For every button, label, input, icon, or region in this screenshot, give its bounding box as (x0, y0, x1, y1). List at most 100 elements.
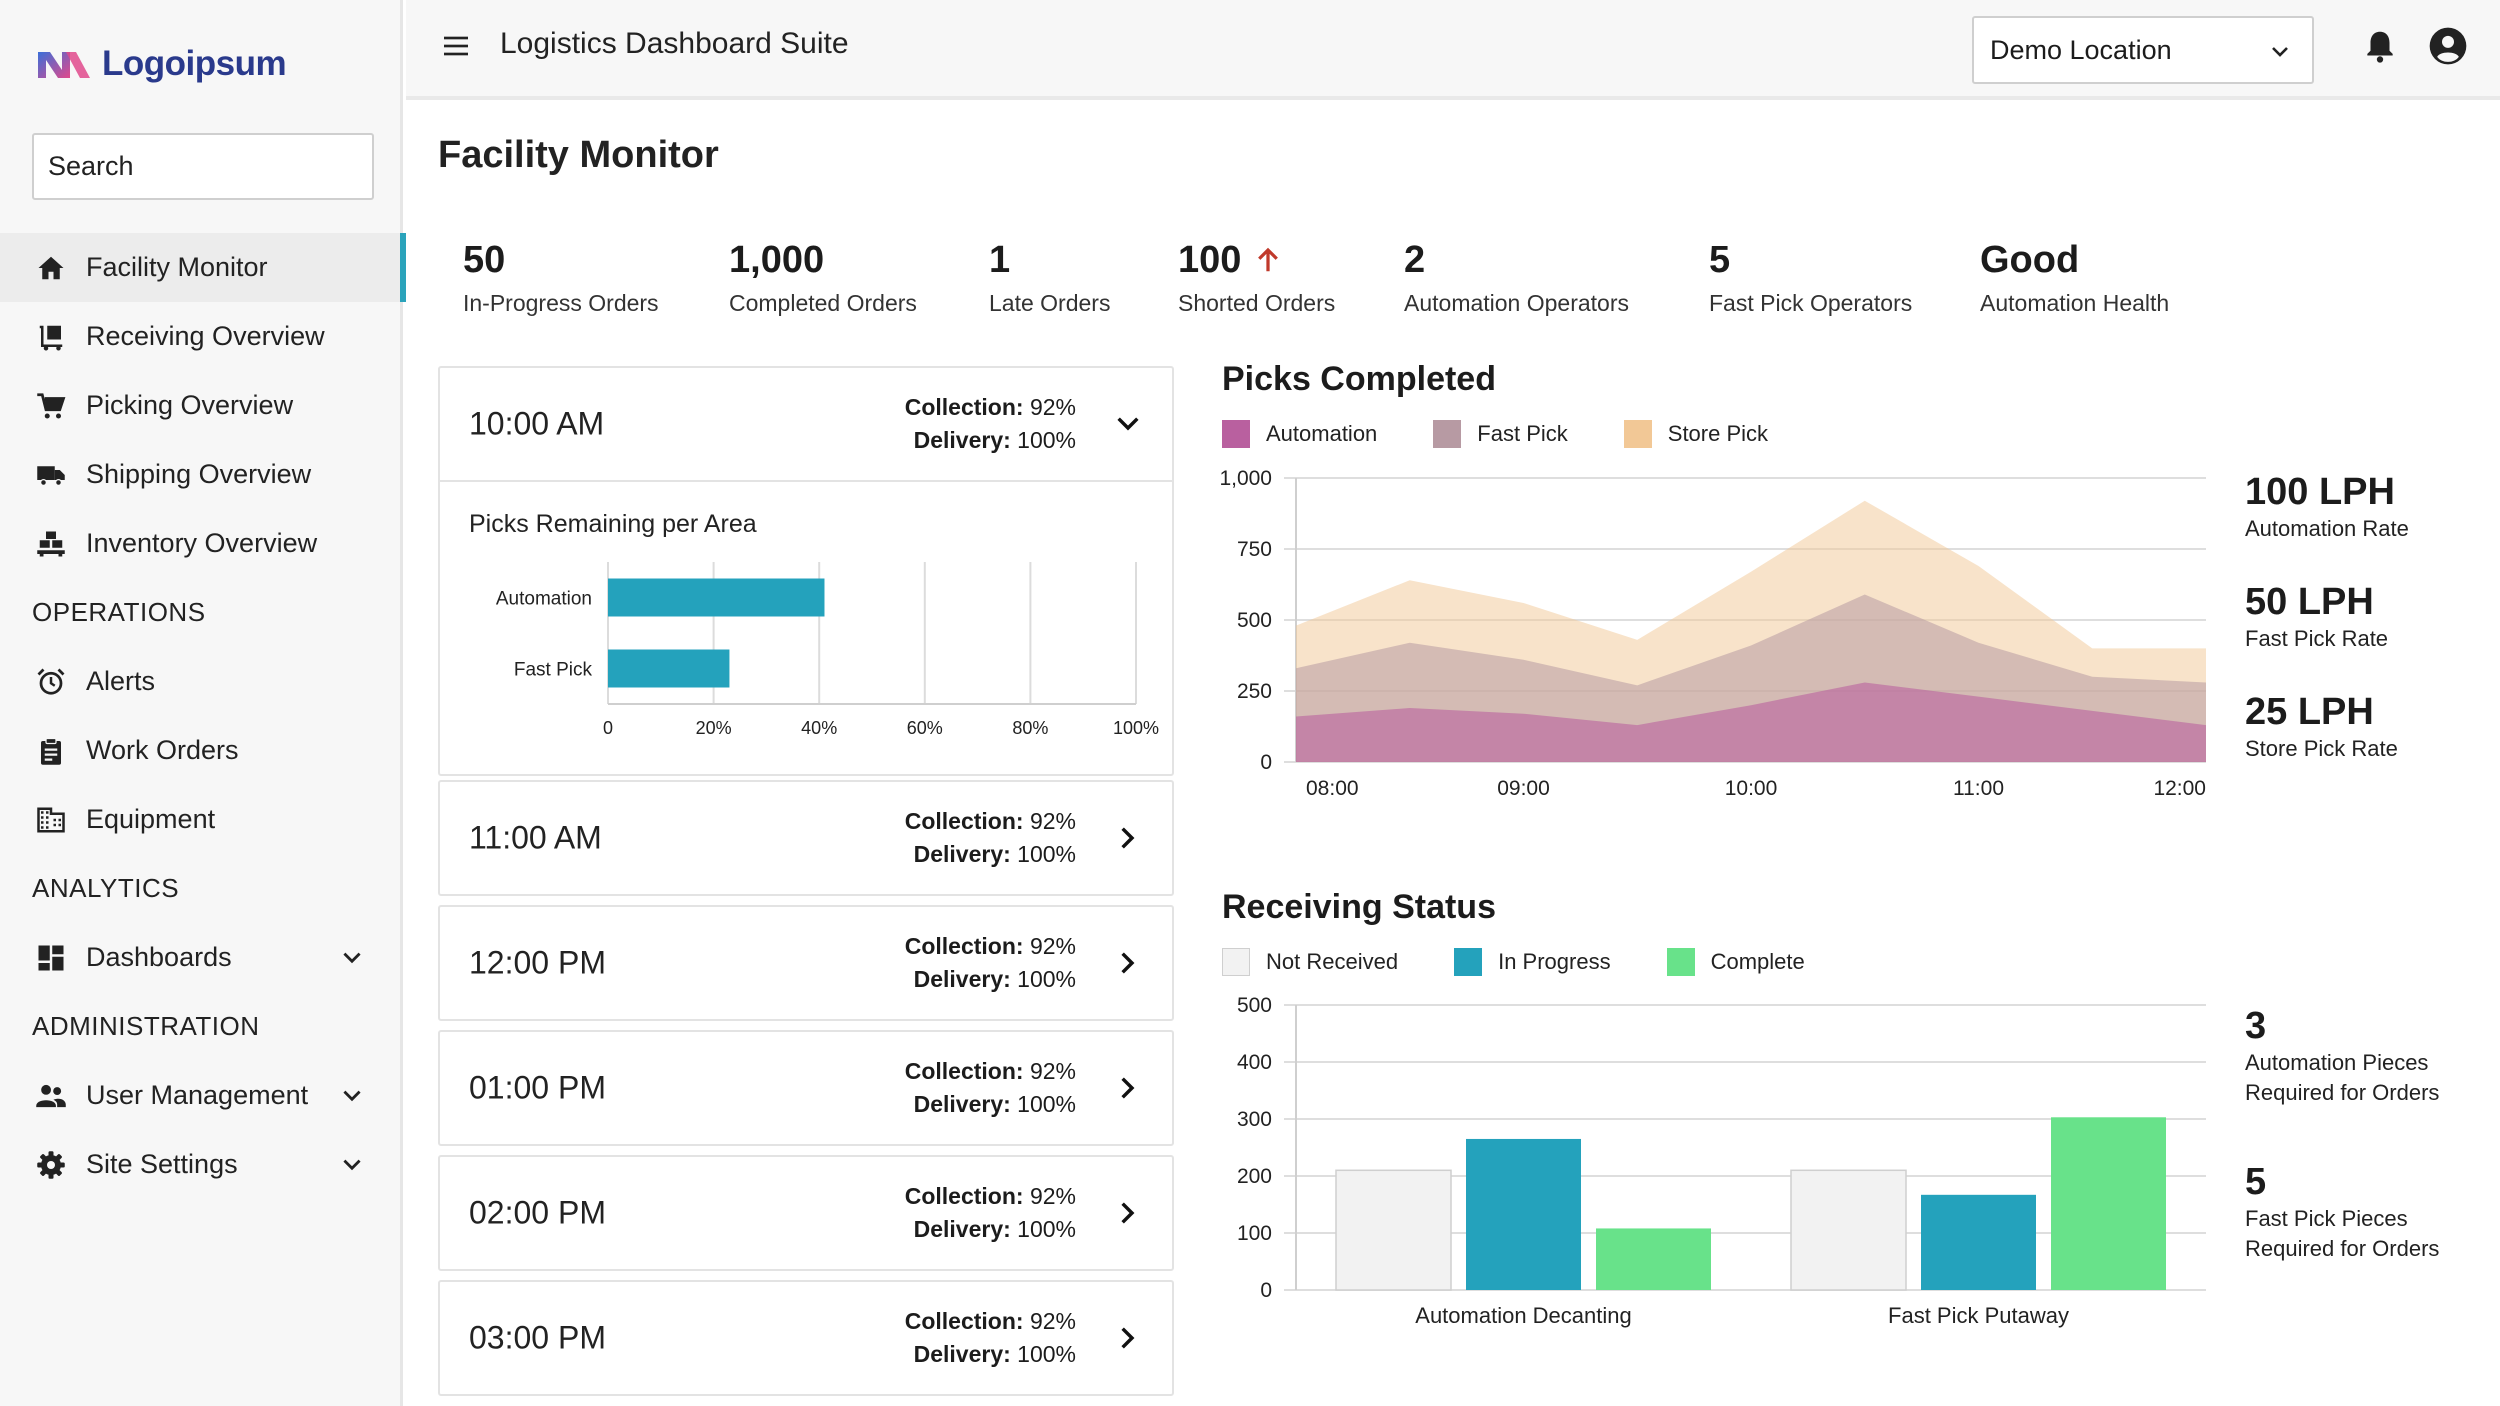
legend-item-fast-pick[interactable]: Fast Pick (1433, 420, 1568, 448)
time-card[interactable]: 01:00 PM Collection: 92% Delivery: 100% (438, 1030, 1174, 1146)
sidebar-item-inventory-overview[interactable]: Inventory Overview (0, 509, 403, 578)
delivery-value: 100% (1017, 841, 1076, 867)
chevron-down-icon[interactable] (339, 1083, 365, 1109)
kpi-value: 100 (1178, 238, 1242, 281)
sidebar-item-shipping-overview[interactable]: Shipping Overview (0, 440, 403, 509)
app-title: Logistics Dashboard Suite (500, 27, 849, 60)
legend-item-not-received[interactable]: Not Received (1222, 948, 1398, 976)
collection-value: 92% (1029, 1183, 1076, 1209)
pallet-icon (34, 527, 68, 561)
sidebar-item-receiving-overview[interactable]: Receiving Overview (0, 302, 403, 371)
time-card-header[interactable]: 03:00 PM Collection: 92% Delivery: 100% (440, 1282, 1172, 1394)
legend-item-in-progress[interactable]: In Progress (1454, 948, 1611, 976)
search-input[interactable] (48, 151, 402, 182)
delivery-label: Delivery: (913, 966, 1011, 992)
time-card-header[interactable]: 10:00 AM Collection: 92% Delivery: 100% (440, 368, 1172, 480)
kpi-value: Good (1980, 238, 2080, 281)
chevron-down-icon[interactable] (339, 945, 365, 971)
sidebar-item-alerts[interactable]: Alerts (0, 647, 403, 716)
legend-label: Not Received (1266, 949, 1399, 974)
kpi-label: Late Orders (989, 290, 1111, 316)
x-tick-label: 100% (1113, 718, 1159, 738)
picks-remaining-chart: 0 20% 40% 60% 80% 100% Automation Fast Pick (496, 562, 1159, 738)
chevron-right-icon[interactable] (1112, 822, 1144, 854)
legend-item-automation[interactable]: Automation (1222, 420, 1377, 448)
delivery-label: Delivery: (913, 1216, 1011, 1242)
collection-label: Collection: (904, 394, 1024, 420)
kpi-value: 1 (989, 238, 1011, 281)
collection-value: 92% (1029, 808, 1076, 834)
rate-label: Fast Pick Rate (2245, 626, 2389, 651)
legend-label: Store Pick (1667, 421, 1769, 446)
sidebar-item-label: Picking Overview (86, 390, 294, 420)
y-tick-label: 500 (1237, 609, 1272, 632)
collection-value: 92% (1029, 1058, 1076, 1084)
section-header-analytics: ANALYTICS (32, 873, 180, 903)
bar (1790, 1169, 1907, 1291)
legend-item-complete[interactable]: Complete (1666, 948, 1805, 976)
bell-icon[interactable] (2361, 26, 2399, 66)
truck-icon (34, 458, 68, 492)
chevron-right-icon[interactable] (1112, 1322, 1144, 1354)
alarm-clock-icon (34, 665, 68, 699)
time-card[interactable]: 11:00 AM Collection: 92% Delivery: 100% (438, 780, 1174, 896)
time-card[interactable]: 02:00 PM Collection: 92% Delivery: 100% (438, 1155, 1174, 1271)
picks-remaining-title: Picks Remaining per Area (469, 510, 757, 538)
time-card-stats: Collection: 92% Delivery: 100% (905, 1180, 1076, 1246)
y-tick-label: 250 (1237, 680, 1272, 703)
time-card[interactable]: 03:00 PM Collection: 92% Delivery: 100% (438, 1280, 1174, 1396)
sidebar-item-picking-overview[interactable]: Picking Overview (0, 371, 403, 440)
sidebar-item-site-settings[interactable]: Site Settings (0, 1130, 403, 1199)
sidebar-item-equipment[interactable]: Equipment (0, 785, 403, 854)
chevron-down-icon[interactable] (1112, 408, 1144, 440)
kpi-label: Shorted Orders (1178, 290, 1336, 316)
kpi-label: In-Progress Orders (463, 290, 659, 316)
sidebar-item-dashboards[interactable]: Dashboards (0, 923, 403, 992)
legend-swatch (1222, 420, 1250, 448)
logo[interactable]: Logoipsum (36, 44, 287, 84)
delivery-value: 100% (1017, 1341, 1076, 1367)
location-select[interactable]: Demo Location (1972, 16, 2314, 84)
sidebar-item-facility-monitor[interactable]: Facility Monitor (0, 233, 406, 302)
delivery-label: Delivery: (913, 427, 1011, 453)
time-card-header[interactable]: 11:00 AM Collection: 92% Delivery: 100% (440, 782, 1172, 894)
chevron-right-icon[interactable] (1112, 1072, 1144, 1104)
menu-icon[interactable] (440, 30, 472, 62)
chevron-down-icon[interactable] (339, 1152, 365, 1178)
sidebar-item-work-orders[interactable]: Work Orders (0, 716, 403, 785)
top-bar: Logistics Dashboard Suite Demo Location (406, 0, 2500, 100)
y-tick-label: 100 (1237, 1222, 1272, 1245)
sidebar-item-label: Facility Monitor (86, 252, 268, 282)
user-account-icon[interactable] (2428, 26, 2468, 66)
receiving-status-title: Receiving Status (1222, 888, 1496, 926)
collection-label: Collection: (904, 1308, 1024, 1334)
time-card-header[interactable]: 12:00 PM Collection: 92% Delivery: 100% (440, 907, 1172, 1019)
pieces-value: 5 (2245, 1161, 2267, 1203)
time-card-header[interactable]: 01:00 PM Collection: 92% Delivery: 100% (440, 1032, 1172, 1144)
chevron-right-icon[interactable] (1112, 947, 1144, 979)
time-card-stats: Collection: 92% Delivery: 100% (905, 930, 1076, 996)
x-tick-label: 40% (801, 718, 837, 738)
x-tick-label: 08:00 (1306, 777, 1359, 800)
sidebar-item-user-management[interactable]: User Management (0, 1061, 403, 1130)
y-tick-label: Automation (496, 589, 592, 610)
kpi-late-orders: 1 Late Orders (989, 236, 1110, 317)
sidebar-item-label: Site Settings (86, 1149, 238, 1179)
y-tick-label: 400 (1237, 1051, 1272, 1074)
time-card[interactable]: 12:00 PM Collection: 92% Delivery: 100% (438, 905, 1174, 1021)
legend-label: In Progress (1498, 949, 1611, 974)
pieces-label-line: Required for Orders (2245, 1080, 2440, 1105)
time-card-stats: Collection: 92% Delivery: 100% (905, 391, 1076, 457)
legend-item-store-pick[interactable]: Store Pick (1623, 420, 1769, 448)
collection-value: 92% (1029, 933, 1076, 959)
time-card-header[interactable]: 02:00 PM Collection: 92% Delivery: 100% (440, 1157, 1172, 1269)
arrow-up-icon (1258, 247, 1279, 272)
kpi-value: 1,000 (729, 238, 825, 281)
y-tick-label: 0 (1260, 751, 1272, 774)
y-tick-label: 1,000 (1219, 467, 1272, 490)
bar (1596, 1228, 1711, 1290)
rate-value: 25 LPH (2245, 691, 2374, 733)
time-label: 02:00 PM (469, 1194, 606, 1231)
chevron-right-icon[interactable] (1112, 1197, 1144, 1229)
cart-icon (34, 389, 68, 423)
